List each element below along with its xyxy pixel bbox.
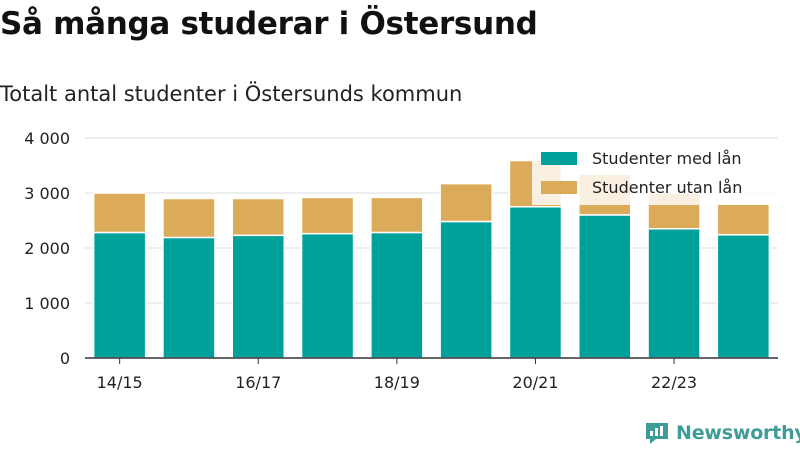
bar-utan-lan-18/19 [370, 196, 424, 234]
bar-med-lan-22/23 [647, 228, 701, 359]
y-tick-label: 3 000 [24, 184, 70, 203]
bar-utan-lan-17/18 [300, 196, 355, 235]
legend-label: Studenter med lån [592, 149, 742, 168]
y-tick-label: 1 000 [24, 294, 70, 313]
chart-subtitle: Totalt antal studenter i Östersunds komm… [0, 82, 463, 106]
bars [92, 159, 771, 359]
newsworthy-logo-text: Newsworthy [676, 422, 800, 444]
legend-label: Studenter utan lån [592, 178, 742, 197]
bar-med-lan-18/19 [370, 231, 424, 359]
x-tick-label: 18/19 [374, 373, 420, 392]
chart-title: Så många studerar i Östersund [0, 6, 538, 42]
x-tick-label: 22/23 [651, 373, 697, 392]
bar-med-lan-20/21 [508, 206, 563, 359]
bar-med-lan-23/24 [716, 234, 771, 359]
x-tick-label: 16/17 [235, 373, 281, 392]
bar-med-lan-16/17 [231, 234, 285, 359]
stacked-bar-chart: 0 1 000 2 000 3 000 4 000 14/15 16/17 18/19 20/… [24, 129, 782, 392]
newsworthy-logo-icon [646, 423, 668, 444]
bar-utan-lan-16/17 [231, 197, 285, 237]
legend-swatch [541, 181, 577, 194]
bar-utan-lan-23/24 [716, 203, 771, 236]
bar-med-lan-14/15 [92, 231, 147, 359]
bar-med-lan-21/22 [578, 214, 632, 359]
bar-med-lan-15/16 [162, 236, 216, 359]
y-tick-label: 4 000 [24, 129, 70, 148]
x-tick-label: 20/21 [512, 373, 558, 392]
legend-swatch [541, 152, 577, 165]
x-axis: 14/15 16/17 18/19 20/21 22/23 [85, 357, 778, 392]
bar-utan-lan-14/15 [92, 192, 147, 234]
bar-utan-lan-19/20 [439, 182, 493, 223]
newsworthy-logo: Newsworthy [644, 420, 800, 446]
y-tick-label: 2 000 [24, 239, 70, 258]
legend: Studenter med lån Studenter utan lån [532, 143, 782, 205]
bar-med-lan-17/18 [300, 232, 355, 359]
x-tick-label: 14/15 [97, 373, 143, 392]
y-tick-label: 0 [60, 349, 70, 368]
y-axis-ticks: 0 1 000 2 000 3 000 4 000 [24, 129, 70, 368]
bar-utan-lan-15/16 [162, 197, 216, 239]
bar-med-lan-19/20 [439, 220, 493, 359]
